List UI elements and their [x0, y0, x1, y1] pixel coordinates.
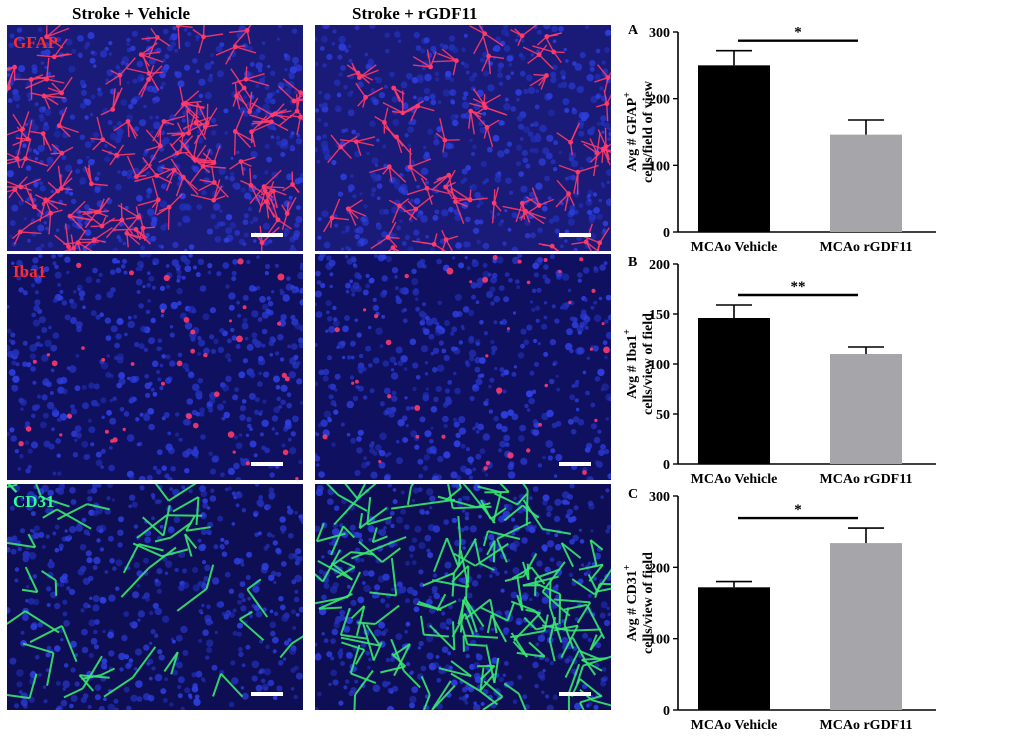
- y-axis-label-line1: Avg # CD31+: [622, 564, 640, 641]
- category-label: MCAo rGDF11: [820, 240, 913, 255]
- micrograph-texture: [7, 254, 303, 480]
- panel-letter: B: [628, 255, 637, 270]
- category-label: MCAo rGDF11: [820, 472, 913, 487]
- y-tick-label: 150: [649, 308, 670, 323]
- chart-a-svg: A 0 100 200 300 Avg # GFAP+ cells/field of vie…: [622, 23, 936, 255]
- column-title-vehicle: Stroke + Vehicle: [72, 4, 190, 23]
- micrograph-iba1-vehicle: Iba1: [7, 254, 303, 480]
- y-tick-label: 0: [663, 704, 670, 719]
- chart-c-svg: C 0 100 200 300 Avg # CD31+ cells/view of fiel…: [622, 487, 936, 733]
- micrograph-gfap-vehicle: GFAP: [7, 25, 303, 251]
- stain-label-gfap: GFAP: [13, 33, 59, 52]
- y-tick-label: 100: [649, 633, 670, 648]
- y-tick-label: 200: [649, 258, 670, 273]
- category-label: MCAo Vehicle: [691, 240, 778, 255]
- micrograph-gfap-rgdf11: [315, 25, 611, 251]
- y-axis-label-line1: Avg # GFAP+: [622, 92, 640, 172]
- significance-marker: *: [794, 25, 802, 41]
- y-tick-label: 100: [649, 159, 670, 174]
- stain-label-cd31: CD31: [13, 492, 55, 511]
- bar-vehicle: [698, 65, 770, 232]
- micrograph-texture: [315, 25, 611, 251]
- y-axis-label-line2: cells/view of field: [641, 552, 656, 654]
- micrograph-texture: [315, 254, 611, 480]
- chart-b-svg: B 0 50 100 150 200 Avg # Iba1+ cells/view of fi…: [622, 255, 936, 487]
- bar-vehicle: [698, 587, 770, 710]
- micrograph-texture: [7, 484, 303, 710]
- micrograph-cd31-rgdf11: [315, 484, 611, 710]
- panel-letter: C: [628, 487, 638, 502]
- bar-rgdf11: [830, 134, 902, 232]
- chart-panel-b: B 0 50 100 150 200 Avg # Iba1+ cells/view of fi…: [618, 250, 1018, 490]
- chart-panel-c: C 0 100 200 300 Avg # CD31+ cells/view of fiel…: [618, 482, 1018, 736]
- bar-vehicle: [698, 318, 770, 464]
- y-tick-label: 50: [656, 408, 670, 423]
- y-tick-label: 300: [649, 490, 670, 505]
- y-tick-label: 300: [649, 26, 670, 41]
- category-label: MCAo rGDF11: [820, 718, 913, 733]
- micrograph-texture: [315, 484, 611, 710]
- y-tick-label: 100: [649, 358, 670, 373]
- y-tick-label: 0: [663, 226, 670, 241]
- micrograph-cd31-vehicle: CD31: [7, 484, 303, 710]
- micrograph-texture: [7, 25, 303, 251]
- bar-rgdf11: [830, 354, 902, 464]
- y-tick-label: 200: [649, 93, 670, 108]
- y-axis-label-line2: cells/field of view: [641, 80, 656, 183]
- panel-letter: A: [628, 23, 639, 38]
- stain-label-iba1: Iba1: [13, 262, 47, 281]
- column-title-rgdf11: Stroke + rGDF11: [352, 4, 478, 23]
- significance-marker: **: [791, 279, 806, 295]
- chart-panel-a: A 0 100 200 300 Avg # GFAP+ cells/field of vie…: [618, 18, 1018, 258]
- bar-rgdf11: [830, 543, 902, 710]
- significance-marker: *: [794, 502, 802, 518]
- category-label: MCAo Vehicle: [691, 472, 778, 487]
- y-tick-label: 200: [649, 561, 670, 576]
- y-axis-label-line2: cells/view of field: [641, 313, 656, 415]
- y-axis-label-line1: Avg # Iba1+: [622, 329, 640, 399]
- category-label: MCAo Vehicle: [691, 718, 778, 733]
- y-tick-label: 0: [663, 458, 670, 473]
- micrograph-iba1-rgdf11: [315, 254, 611, 480]
